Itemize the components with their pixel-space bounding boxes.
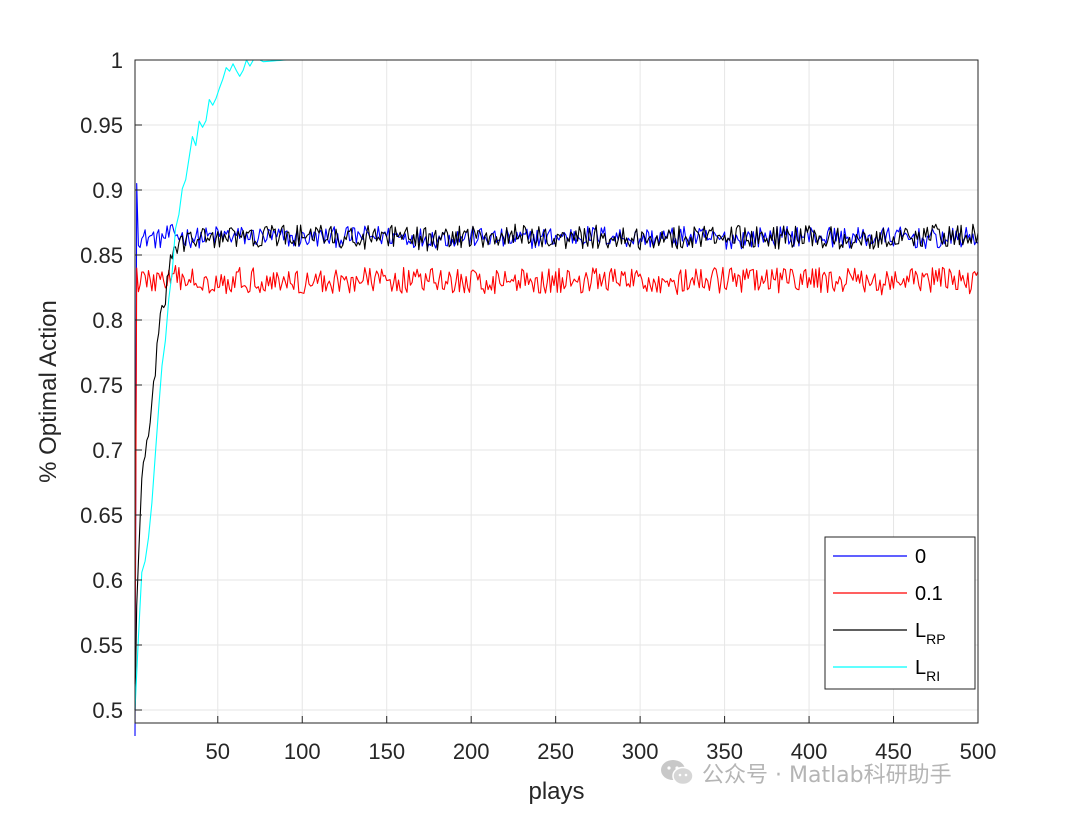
wechat-icon bbox=[660, 758, 694, 788]
series-line-0-1 bbox=[134, 264, 979, 685]
watermark: 公众号 · Matlab科研助手 bbox=[660, 756, 952, 790]
legend[interactable]: 0 0.1 LRP LRI bbox=[824, 536, 976, 690]
axes-box bbox=[134, 59, 979, 724]
y-tick-label: 1 bbox=[111, 48, 123, 73]
y-tick-label: 0.55 bbox=[80, 633, 123, 658]
legend-label: 0.1 bbox=[915, 583, 943, 605]
x-tick-label: 300 bbox=[622, 739, 659, 764]
axis-ticks: 50 100 150 200 250 300 350 400 450 500 0.5 0.55 0.6 0… bbox=[80, 48, 996, 764]
x-tick-label: 200 bbox=[453, 739, 490, 764]
y-tick-label: 0.95 bbox=[80, 113, 123, 138]
x-tick-label: 500 bbox=[960, 739, 997, 764]
legend-box bbox=[824, 536, 976, 690]
x-tick-label: 450 bbox=[875, 739, 912, 764]
x-tick-label: 150 bbox=[368, 739, 405, 764]
y-tick-label: 0.65 bbox=[80, 503, 123, 528]
y-axis-label: % Optimal Action bbox=[35, 300, 62, 483]
y-tick-label: 0.5 bbox=[92, 698, 123, 723]
x-tick-label: 100 bbox=[284, 739, 321, 764]
legend-label: 0 bbox=[915, 546, 926, 568]
legend-label: LRI bbox=[915, 657, 940, 684]
y-tick-label: 0.75 bbox=[80, 373, 123, 398]
x-tick-label: 50 bbox=[206, 739, 230, 764]
x-tick-label: 400 bbox=[791, 739, 828, 764]
x-tick-label: 350 bbox=[706, 739, 743, 764]
x-axis-label: plays bbox=[528, 778, 584, 805]
x-tick-label: 250 bbox=[537, 739, 574, 764]
y-tick-label: 0.6 bbox=[92, 568, 123, 593]
y-tick-label: 0.85 bbox=[80, 243, 123, 268]
watermark-text: 公众号 · Matlab科研助手 bbox=[702, 763, 952, 788]
y-tick-label: 0.8 bbox=[92, 308, 123, 333]
series-line-l-rp bbox=[134, 223, 979, 711]
legend-label: LRP bbox=[915, 620, 946, 647]
y-tick-label: 0.7 bbox=[92, 438, 123, 463]
y-tick-label: 0.9 bbox=[92, 178, 123, 203]
